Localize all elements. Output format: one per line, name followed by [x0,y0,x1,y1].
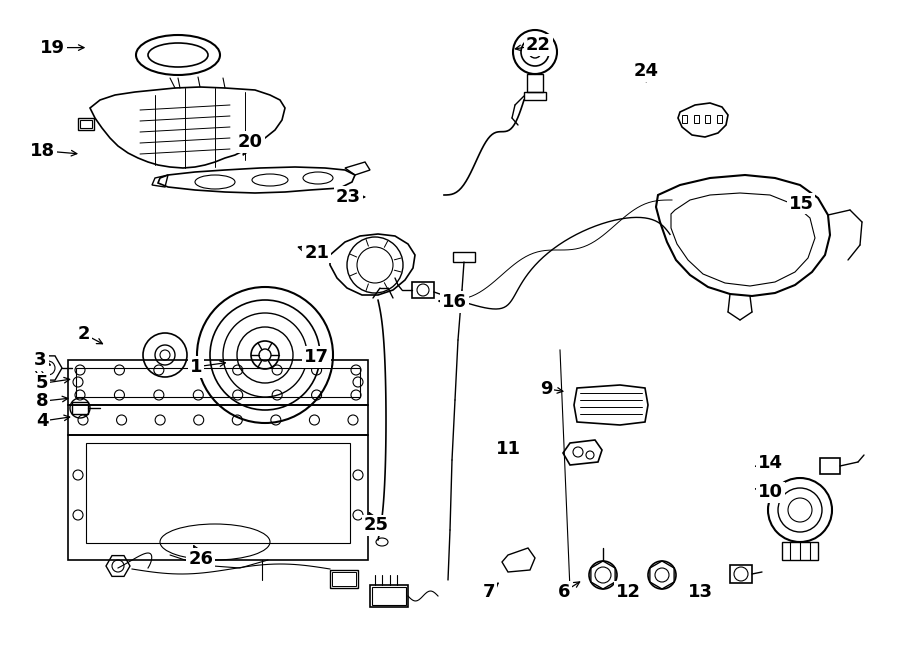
Bar [372,587,406,605]
Bar [72,402,88,414]
Bar [370,585,408,607]
Text: 3: 3 [34,351,47,369]
Text: 16: 16 [442,293,467,311]
Bar [330,570,358,588]
Bar [68,405,368,435]
Bar [78,118,94,130]
Text: 24: 24 [634,62,659,81]
Bar [706,115,710,123]
Bar [717,115,722,123]
Text: 7: 7 [482,582,495,601]
Text: 21: 21 [304,243,329,262]
Bar [86,443,350,543]
Text: 22: 22 [526,36,551,54]
Text: 2: 2 [77,325,90,343]
Text: 6: 6 [558,582,571,601]
Bar [68,435,368,560]
Bar [524,92,546,100]
Bar [782,542,818,560]
Bar [76,368,360,397]
Text: 18: 18 [30,141,55,160]
Bar [412,282,434,298]
Text: 15: 15 [788,194,814,213]
Bar [694,115,698,123]
Bar [80,120,92,128]
Text: 5: 5 [36,374,49,393]
Text: 23: 23 [336,188,361,206]
Text: 4: 4 [36,412,49,430]
Text: 26: 26 [188,549,213,568]
Bar [332,572,356,586]
Text: 8: 8 [36,392,49,410]
Text: 20: 20 [238,133,263,151]
Text: 9: 9 [540,379,553,398]
Text: 10: 10 [758,483,783,502]
Text: 14: 14 [758,453,783,472]
Bar [682,115,687,123]
Bar [730,565,752,583]
Text: 17: 17 [304,348,329,366]
Bar [820,458,840,474]
Text: 11: 11 [496,440,521,459]
Text: 12: 12 [616,582,641,601]
Text: 25: 25 [364,516,389,535]
Bar [527,74,543,92]
Bar [453,252,475,262]
Text: 19: 19 [40,38,65,57]
Text: 13: 13 [688,582,713,601]
Text: 1: 1 [190,358,203,376]
Bar [68,360,368,405]
